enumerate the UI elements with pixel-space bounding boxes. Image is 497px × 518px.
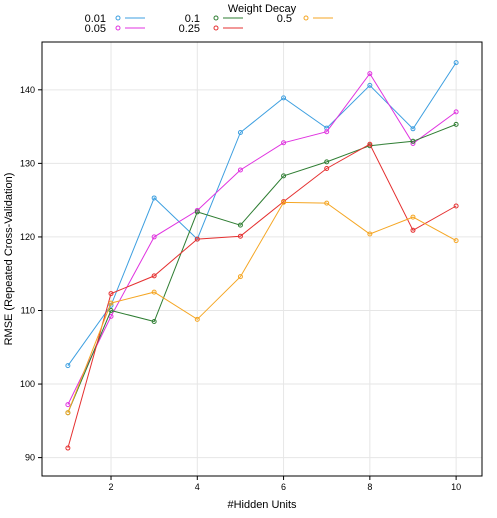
data-point [410, 227, 416, 233]
x-axis-label: #Hidden Units [227, 499, 297, 511]
x-tick-label: 8 [367, 482, 372, 492]
data-point [151, 289, 157, 295]
data-point [237, 233, 243, 239]
legend-marker [213, 15, 219, 21]
data-point [65, 445, 71, 451]
data-point [453, 109, 459, 115]
data-point [367, 71, 373, 77]
data-point [65, 410, 71, 416]
legend-item: 0.05 [85, 23, 145, 35]
series-0.25 [65, 141, 459, 451]
data-point [453, 203, 459, 209]
data-point [237, 167, 243, 173]
data-point [108, 300, 114, 306]
data-point [453, 60, 459, 66]
y-axis-label: RMSE (Repeated Cross-Validation) [3, 173, 15, 346]
series-0.5 [65, 199, 459, 416]
data-point [281, 173, 287, 179]
data-point [324, 166, 330, 172]
series-line [67, 143, 457, 449]
plot-border [41, 41, 483, 477]
data-point [151, 319, 157, 325]
y-tick-label: 100 [20, 379, 35, 389]
legend-item: 0.5 [277, 13, 333, 25]
data-point [281, 95, 287, 101]
data-point [410, 214, 416, 220]
data-point [194, 236, 200, 242]
data-point [151, 273, 157, 279]
legend-label: 0.05 [85, 23, 106, 35]
axis-ticks: 2 4 6 8 10 90 100 110 120 130 140 [20, 85, 461, 492]
legend-label: 0.5 [277, 13, 292, 25]
data-point [324, 159, 330, 165]
legend-marker [213, 25, 219, 31]
x-tick-label: 4 [195, 482, 200, 492]
legend-title: Weight Decay [228, 3, 297, 15]
legend-label: 0.01 [85, 13, 106, 25]
data-point [324, 129, 330, 135]
data-point [367, 141, 373, 147]
data-point [151, 195, 157, 201]
y-tick-label: 110 [21, 305, 35, 315]
series-layer [65, 60, 459, 451]
legend-label: 0.25 [179, 23, 200, 35]
series-line [67, 201, 457, 413]
legend-item: 0.25 [179, 23, 243, 35]
data-point [151, 234, 157, 240]
series-0.01 [65, 60, 459, 369]
data-point [194, 316, 200, 322]
y-tick-label: 130 [20, 158, 35, 168]
x-tick-label: 2 [109, 482, 114, 492]
series-0.1 [65, 121, 459, 416]
y-tick-label: 90 [25, 453, 35, 463]
data-point [367, 82, 373, 88]
legend: Weight Decay 0.010.05 0.10.25 0.5 [85, 3, 333, 35]
data-point [410, 138, 416, 144]
series-line [67, 72, 457, 405]
data-point [237, 222, 243, 228]
data-point [410, 126, 416, 132]
data-point [281, 140, 287, 146]
legend-label: 0.1 [185, 13, 200, 25]
data-point [324, 200, 330, 206]
data-point [65, 402, 71, 408]
y-tick-label: 120 [20, 232, 35, 242]
legend-item: 0.1 [185, 13, 243, 25]
x-tick-label: 6 [281, 482, 286, 492]
series-line [67, 62, 457, 366]
legend-item: 0.01 [85, 13, 145, 25]
legend-marker [115, 15, 121, 21]
x-tick-label: 10 [451, 482, 461, 492]
data-point [65, 363, 71, 369]
data-point [281, 199, 287, 205]
data-point [237, 274, 243, 280]
legend-marker [303, 15, 309, 21]
data-point [108, 291, 114, 297]
data-point [453, 238, 459, 244]
data-point [237, 129, 243, 135]
series-line [67, 123, 457, 413]
legend-marker [115, 25, 121, 31]
data-point [367, 231, 373, 237]
data-point [453, 121, 459, 127]
data-point [108, 307, 114, 313]
y-tick-label: 140 [20, 85, 35, 95]
data-point [194, 209, 200, 215]
grid [42, 42, 482, 476]
